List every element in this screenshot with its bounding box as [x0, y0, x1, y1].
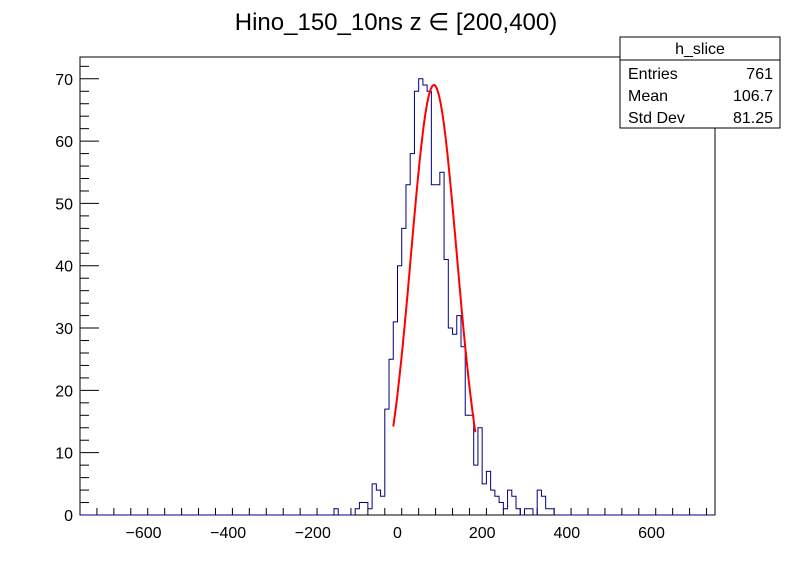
x-axis: −600 −400 −200 0 200 400 600 — [79, 508, 708, 542]
x-tick-label: 200 — [469, 525, 496, 542]
x-tick-label: 0 — [393, 525, 402, 542]
y-axis: 0 10 20 30 40 50 60 70 — [55, 65, 99, 525]
histogram-line — [80, 78, 715, 516]
y-tick-label: 10 — [55, 446, 73, 463]
stats-box-title: h_slice — [675, 41, 725, 58]
stats-stddev-value: 81.25 — [733, 110, 773, 127]
y-tick-label: 60 — [55, 134, 73, 151]
stats-entries-value: 761 — [746, 66, 773, 83]
y-tick-label: 30 — [55, 321, 73, 338]
x-tick-label: 400 — [553, 525, 580, 542]
y-tick-label: 20 — [55, 383, 73, 400]
stats-entries-label: Entries — [628, 66, 678, 83]
y-tick-label: 0 — [64, 508, 73, 525]
x-tick-label: 600 — [638, 525, 665, 542]
stats-mean-label: Mean — [628, 88, 668, 105]
stats-box: h_slice Entries 761 Mean 106.7 Std Dev 8… — [619, 36, 781, 129]
plot-frame — [79, 56, 716, 516]
stats-stddev-label: Std Dev — [628, 110, 685, 127]
stats-mean-value: 106.7 — [733, 88, 773, 105]
y-tick-label: 40 — [55, 259, 73, 276]
x-tick-label: −200 — [295, 525, 331, 542]
y-tick-label: 50 — [55, 196, 73, 213]
y-tick-label: 70 — [55, 72, 73, 89]
gaussian-fit-curve — [392, 83, 477, 433]
x-tick-label: −400 — [210, 525, 246, 542]
x-tick-label: −600 — [125, 525, 161, 542]
chart-title: Hino_150_10ns z ∈ [200,400) — [235, 9, 557, 36]
